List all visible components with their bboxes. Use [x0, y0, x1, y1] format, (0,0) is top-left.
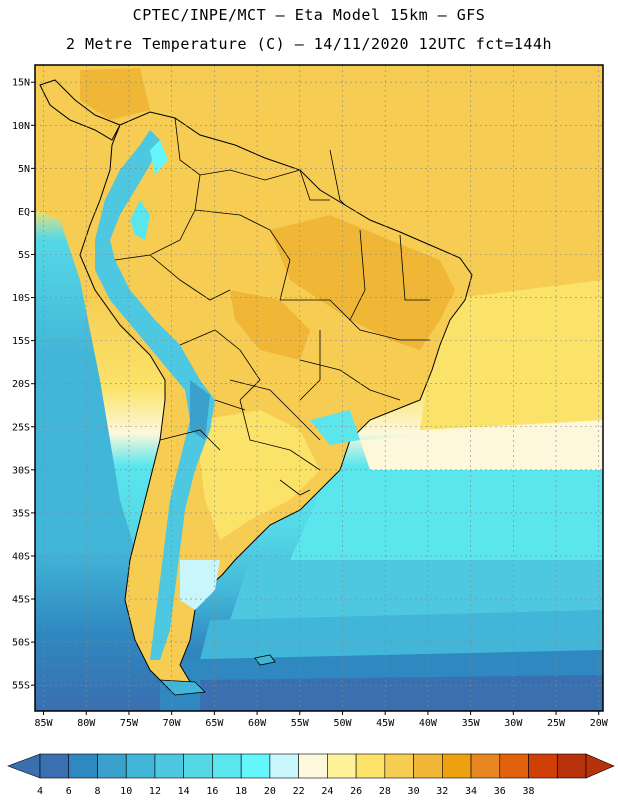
colorbar-tick-label: 24	[321, 786, 333, 797]
lat-label: 10N	[12, 121, 30, 132]
lon-label: 60W	[248, 718, 267, 729]
patagonia-mild	[180, 560, 220, 610]
lat-label: 30S	[12, 465, 30, 476]
colorbar-swatch	[125, 753, 156, 779]
lat-label: 50S	[12, 638, 30, 649]
lon-label: 50W	[333, 718, 352, 729]
lon-label: 85W	[35, 718, 54, 729]
colorbar-swatch	[269, 753, 299, 779]
colorbar-tick-label: 36	[494, 786, 506, 797]
southern-cone-warm	[200, 410, 320, 540]
lat-label: 5S	[18, 250, 30, 261]
colorbar-swatch	[556, 753, 587, 779]
colorbar-swatch	[470, 753, 501, 779]
colorbar-tick-label: 18	[235, 786, 247, 797]
colorbar-tick-label: 28	[379, 786, 391, 797]
lat-label: 55S	[12, 681, 30, 692]
lat-label: 15S	[12, 336, 30, 347]
lat-label: 10S	[12, 293, 30, 304]
lat-label: 15N	[12, 78, 30, 89]
pale-band	[360, 420, 603, 470]
andes-patch	[130, 200, 150, 240]
colorbar-tick-label: 34	[465, 786, 477, 797]
colorbar-swatch	[442, 753, 472, 779]
falkland-islands	[254, 654, 276, 666]
colorbar-swatch	[240, 753, 271, 779]
lat-label: 35S	[12, 508, 30, 519]
colorbar-swatch	[298, 753, 328, 779]
title-line-1: CPTEC/INPE/MCT – Eta Model 15km – GFS	[132, 6, 486, 24]
colorbar-swatch	[355, 753, 386, 779]
yellow-band	[420, 280, 603, 430]
lon-label: 20W	[590, 718, 609, 729]
colorbar-tick-label: 30	[408, 786, 420, 797]
colorbar-tick-label: 10	[120, 786, 132, 797]
pacific-field	[35, 65, 175, 711]
colorbar-swatch	[68, 753, 98, 779]
colorbar-swatch	[183, 753, 213, 779]
colorbar-labels: 4 6 8 10 12 14 16 18 20 22 24 26 28 30 32 34 36 38	[37, 786, 535, 797]
hot-interior-2	[230, 290, 310, 360]
colorbar-tick-label: 26	[350, 786, 362, 797]
lon-label: 75W	[120, 718, 139, 729]
colorbar-tick-label: 20	[264, 786, 276, 797]
colorbar-swatch	[327, 753, 357, 779]
lon-label: 25W	[547, 718, 566, 729]
coldest-band	[200, 675, 603, 711]
caribbean-hot-patch	[80, 68, 150, 120]
map-area	[35, 65, 603, 711]
mid-band	[230, 560, 603, 620]
lon-label: 30W	[504, 718, 523, 729]
lon-label: 55W	[291, 718, 310, 729]
colorbar-swatch	[212, 753, 242, 779]
lat-label: 45S	[12, 595, 30, 606]
lat-label: 5N	[18, 164, 30, 175]
colorbar-swatch	[39, 753, 70, 779]
lon-label: 70W	[163, 718, 182, 729]
colorbar-tick-label: 6	[66, 786, 72, 797]
lat-label: 20S	[12, 379, 30, 390]
brazil-cool-patch	[310, 410, 360, 445]
lon-label: 45W	[376, 718, 395, 729]
colorbar-tick-label: 4	[37, 786, 43, 797]
lon-label: 80W	[77, 718, 96, 729]
hot-interior	[270, 215, 455, 350]
colorbar-tick-label: 8	[94, 786, 100, 797]
map-frame	[34, 64, 604, 712]
colorbar-tick-label: 32	[436, 786, 448, 797]
lat-label: 25S	[12, 422, 30, 433]
andes-patch-3	[190, 380, 210, 440]
colorbar-swatch	[528, 753, 558, 779]
colorbar-swatch	[97, 753, 127, 779]
colorbar-tick-label: 12	[149, 786, 161, 797]
country-borders	[114, 117, 430, 496]
colorbar	[7, 753, 615, 779]
colorbar-swatch	[154, 753, 184, 779]
colorbar-over-arrow	[585, 753, 615, 779]
colorbar-swatch	[384, 753, 414, 779]
colorbar-tick-label: 14	[178, 786, 190, 797]
lat-label: EQ	[18, 207, 30, 218]
latitude-labels: 15N 10N 5N EQ 5S 10S 15S 20S 25S 30S 35S 40S 45S 50S 5…	[12, 78, 30, 692]
colorbar-tick-label: 16	[206, 786, 218, 797]
lon-label: 35W	[462, 718, 481, 729]
title-line-2: 2 Metre Temperature (C) – 14/11/2020 12U…	[65, 35, 553, 53]
cyan-band	[290, 470, 603, 560]
lon-label: 40W	[419, 718, 438, 729]
lon-label: 65W	[205, 718, 224, 729]
tierra-del-fuego	[158, 679, 206, 696]
colorbar-under-arrow	[7, 753, 41, 779]
colorbar-tick-label: 38	[523, 786, 535, 797]
longitude-labels: 85W 80W 75W 70W 65W 60W 55W 50W 45W 40W 35W 30W 25W 2…	[35, 718, 609, 729]
axis-ticks	[31, 81, 600, 715]
north-ocean-field	[35, 65, 603, 200]
andes-patch-2	[150, 140, 168, 175]
cool-band	[200, 610, 603, 660]
colorbar-tick-label: 22	[293, 786, 305, 797]
lat-label: 40S	[12, 551, 30, 562]
colorbar-swatch	[413, 753, 443, 779]
colorbar-swatch	[499, 753, 529, 779]
